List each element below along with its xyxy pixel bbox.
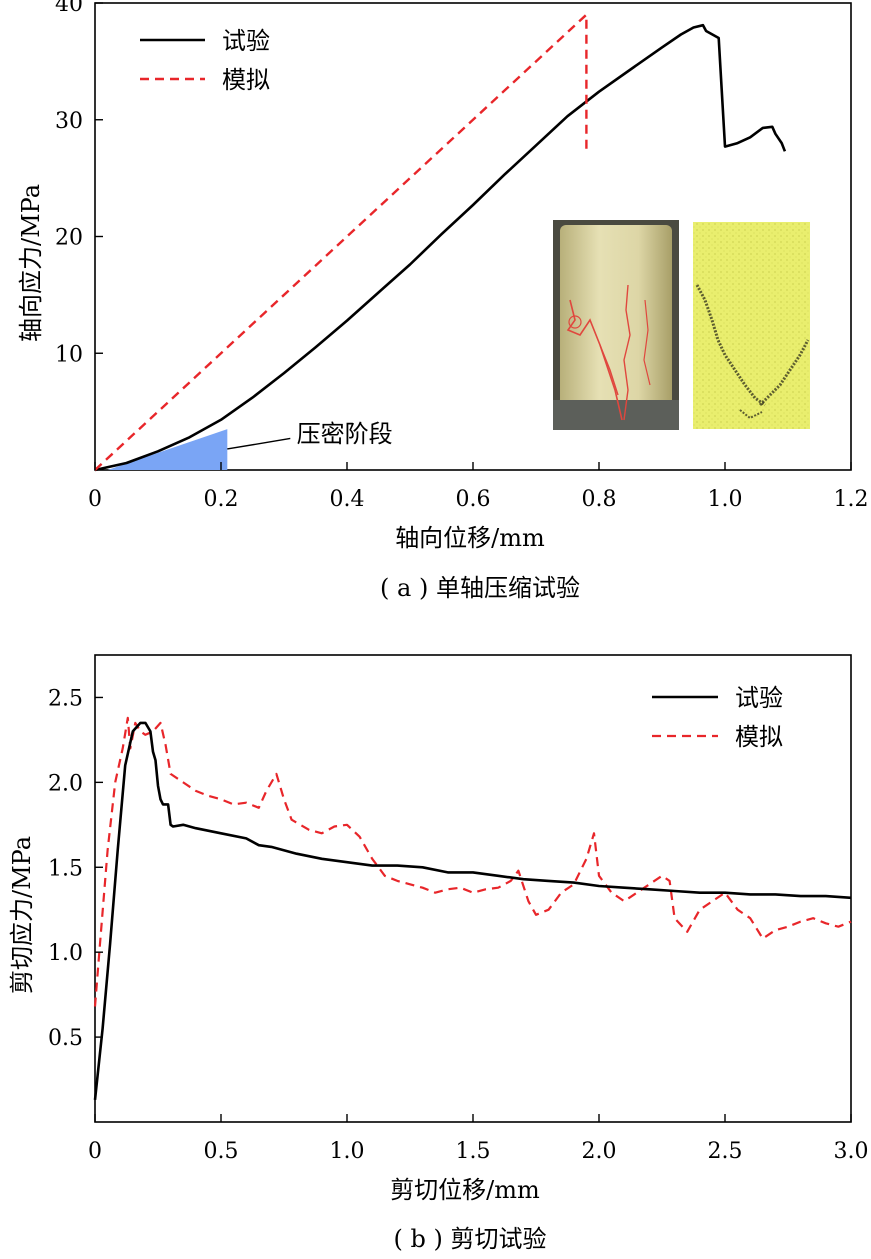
y-tick-label: 1.0 xyxy=(48,941,83,966)
series-test-line-b xyxy=(93,721,852,1101)
compaction-annotation-leader xyxy=(227,437,291,450)
legend-sim-label-a: 模拟 xyxy=(222,66,270,94)
y-tick-label: 20 xyxy=(55,226,83,251)
chart-a-caption: ( a ) 单轴压缩试验 xyxy=(380,574,580,602)
chart-b-caption: ( b ) 剪切试验 xyxy=(394,1225,547,1253)
chart-b-axes: 0 0.5 1.0 1.5 2.0 2.5 3.0 0.5 1.0 1.5 2.0 2.5 xyxy=(48,686,869,1164)
legend-sim-label-b: 模拟 xyxy=(735,723,783,751)
chart-a-legend: 试验 模拟 xyxy=(140,27,270,94)
chart-b-xlabel: 剪切位移/mm xyxy=(390,1176,540,1204)
chart-a: 压密阶段 0 0.2 0.4 0.6 0.8 1.0 1.2 10 20 30 40 轴向位移/mm… xyxy=(17,0,869,602)
simulation-crack-map xyxy=(693,222,810,429)
y-tick-label: 40 xyxy=(55,0,83,17)
chart-a-axes: 0 0.2 0.4 0.6 0.8 1.0 1.2 10 20 30 40 xyxy=(55,0,869,512)
x-tick-label: 0.5 xyxy=(204,1139,239,1164)
chart-b-legend: 试验 模拟 xyxy=(652,684,783,751)
x-tick-label: 2.0 xyxy=(582,1139,617,1164)
chart-a-ylabel: 轴向应力/MPa xyxy=(17,184,45,342)
legend-test-label-b: 试验 xyxy=(735,684,783,712)
x-tick-label: 1.5 xyxy=(456,1139,491,1164)
y-tick-label: 10 xyxy=(55,342,83,367)
specimen-photo xyxy=(553,220,679,430)
x-tick-label: 2.5 xyxy=(708,1139,743,1164)
y-tick-label: 2.0 xyxy=(48,771,83,796)
compaction-annotation-text: 压密阶段 xyxy=(297,420,393,448)
chart-a-xlabel: 轴向位移/mm xyxy=(395,524,545,552)
y-tick-label: 30 xyxy=(55,109,83,134)
x-tick-label: 0.8 xyxy=(582,487,617,512)
x-tick-label: 0 xyxy=(88,487,102,512)
legend-test-label-a: 试验 xyxy=(222,27,270,55)
y-tick-label: 1.5 xyxy=(48,856,83,881)
y-tick-label: 2.5 xyxy=(48,686,83,711)
series-sim-line-a xyxy=(94,11,588,471)
y-tick-label: 0.5 xyxy=(48,1026,83,1051)
series-sim-line-b xyxy=(93,716,852,1007)
x-tick-label: 0 xyxy=(88,1139,102,1164)
x-tick-label: 1.2 xyxy=(834,487,869,512)
chart-b: 0 0.5 1.0 1.5 2.0 2.5 3.0 0.5 1.0 1.5 2.0 2.5 剪切位移/… xyxy=(8,654,869,1253)
x-tick-label: 1.0 xyxy=(330,1139,365,1164)
chart-b-ylabel: 剪切应力/MPa xyxy=(8,836,36,994)
x-tick-label: 1.0 xyxy=(708,487,743,512)
x-tick-label: 0.6 xyxy=(456,487,491,512)
x-tick-label: 0.2 xyxy=(204,487,239,512)
compaction-stage-region xyxy=(107,429,228,470)
series-test-line-a xyxy=(94,23,787,472)
x-tick-label: 3.0 xyxy=(834,1139,869,1164)
x-tick-label: 0.4 xyxy=(330,487,365,512)
